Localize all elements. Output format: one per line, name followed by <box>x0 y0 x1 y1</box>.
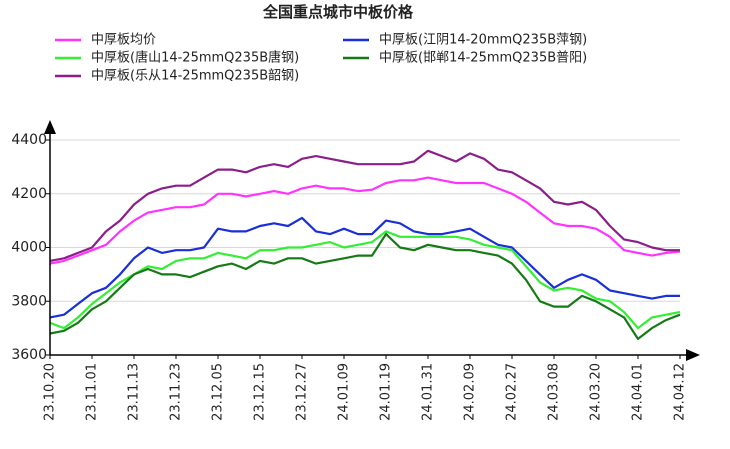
x-tick-label: 23.11.13 <box>127 363 142 421</box>
y-tick-label: 3800 <box>11 293 47 309</box>
y-tick-label: 4400 <box>11 132 47 148</box>
x-tick-label: 23.11.23 <box>169 363 184 421</box>
chart-title: 全国重点城市中板价格 <box>262 3 414 21</box>
x-tick-label: 24.02.27 <box>505 363 520 421</box>
x-tick-label: 24.02.09 <box>463 363 478 421</box>
x-tick-label: 23.12.05 <box>211 363 226 421</box>
x-arrow <box>686 349 700 361</box>
legend-label: 中厚板(乐从14-25mmQ235B韶钢) <box>91 68 299 84</box>
x-tick-label: 23.11.01 <box>85 363 100 421</box>
x-tick-label: 24.01.19 <box>379 363 394 421</box>
legend-label: 中厚板(邯郸14-25mmQ235B普阳) <box>379 51 587 66</box>
y-tick-label: 3600 <box>11 347 47 363</box>
series-line <box>49 230 681 330</box>
y-tick-label: 4000 <box>11 240 47 256</box>
x-tick-label: 24.01.31 <box>421 363 436 421</box>
x-tick-label: 24.01.09 <box>337 363 352 421</box>
legend-label: 中厚板(江阴14-20mmQ235B萍钢) <box>379 33 587 48</box>
x-tick-label: 24.04.01 <box>631 363 646 421</box>
y-tick-label: 4200 <box>11 186 47 202</box>
series-line <box>49 176 681 265</box>
grid <box>50 139 680 356</box>
legend-label: 中厚板(唐山14-25mmQ235B唐钢) <box>91 50 299 66</box>
series-line <box>49 233 681 340</box>
x-tick-label: 24.04.12 <box>673 363 688 421</box>
y-arrow <box>44 120 56 134</box>
series-line <box>49 216 680 319</box>
x-tick-label: 23.10.20 <box>43 363 58 421</box>
series-line <box>49 149 680 262</box>
plot <box>49 149 681 340</box>
x-tick-label: 24.03.20 <box>589 363 604 421</box>
x-tick-label: 23.12.27 <box>295 363 310 421</box>
x-tick-label: 24.03.08 <box>547 363 562 421</box>
x-tick-label: 23.12.15 <box>253 363 268 421</box>
legend-label: 中厚板均价 <box>91 33 156 48</box>
